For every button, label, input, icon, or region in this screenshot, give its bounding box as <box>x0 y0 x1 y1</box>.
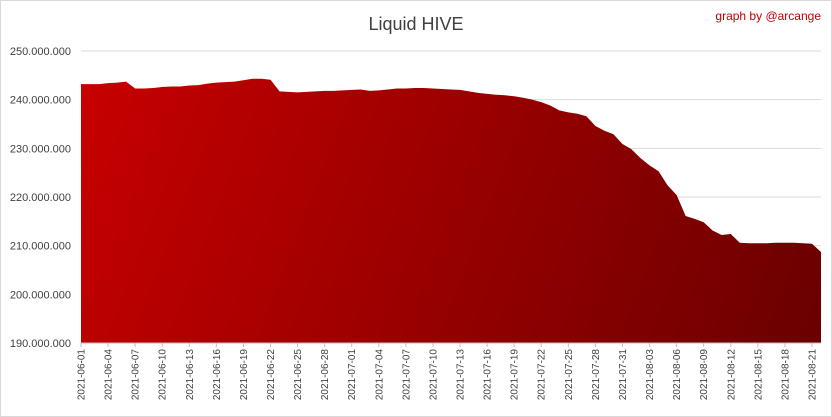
x-tick-label: 2021-07-01 <box>347 349 358 401</box>
x-tick-label: 2021-06-25 <box>293 349 304 401</box>
x-tick-label: 2021-07-16 <box>483 349 494 401</box>
x-tick-label: 2021-07-04 <box>374 349 385 401</box>
x-tick-label: 2021-06-16 <box>212 349 223 401</box>
y-tick-label: 210.000.000 <box>10 241 71 253</box>
x-tick-label: 2021-08-09 <box>699 349 710 401</box>
x-tick-label: 2021-08-12 <box>726 349 737 401</box>
x-tick-label: 2021-06-28 <box>320 349 331 401</box>
x-tick-label: 2021-08-21 <box>807 349 818 401</box>
y-tick-label: 190.000.000 <box>10 338 71 350</box>
x-tick-label: 2021-08-15 <box>753 349 764 401</box>
y-tick-label: 230.000.000 <box>10 143 71 155</box>
x-tick-label: 2021-07-10 <box>428 349 439 401</box>
area-series <box>81 78 821 344</box>
x-tick-label: 2021-07-13 <box>456 349 467 401</box>
y-tick-label: 200.000.000 <box>10 289 71 301</box>
x-tick-label: 2021-06-07 <box>131 349 142 401</box>
y-tick-label: 240.000.000 <box>10 95 71 107</box>
x-tick-label: 2021-07-07 <box>401 349 412 401</box>
credit-label: graph by @arcange <box>715 9 821 23</box>
x-tick-label: 2021-06-22 <box>266 349 277 401</box>
x-tick-label: 2021-06-04 <box>104 349 115 401</box>
chart-title: Liquid HIVE <box>368 14 463 34</box>
y-axis-ticks: 190.000.000 200.000.000 210.000.000 220.000… <box>10 46 71 350</box>
x-tick-label: 2021-07-31 <box>618 349 629 401</box>
x-tick-label: 2021-07-28 <box>591 349 602 401</box>
x-tick-label: 2021-06-19 <box>239 349 250 401</box>
x-axis-ticks: 2021-06-01 2021-06-04 2021-06-07 2021-06-10… <box>77 342 821 401</box>
x-tick-label: 2021-08-18 <box>780 349 791 401</box>
y-tick-label: 220.000.000 <box>10 192 71 204</box>
x-tick-label: 2021-07-19 <box>510 349 521 401</box>
x-tick-label: 2021-06-01 <box>77 349 88 401</box>
x-tick-label: 2021-08-06 <box>672 349 683 401</box>
x-tick-label: 2021-06-10 <box>158 349 169 401</box>
y-tick-label: 250.000.000 <box>10 46 71 58</box>
x-tick-label: 2021-06-13 <box>185 349 196 401</box>
x-tick-label: 2021-07-25 <box>564 349 575 401</box>
x-tick-label: 2021-08-03 <box>645 349 656 401</box>
x-tick-label: 2021-07-22 <box>537 349 548 401</box>
